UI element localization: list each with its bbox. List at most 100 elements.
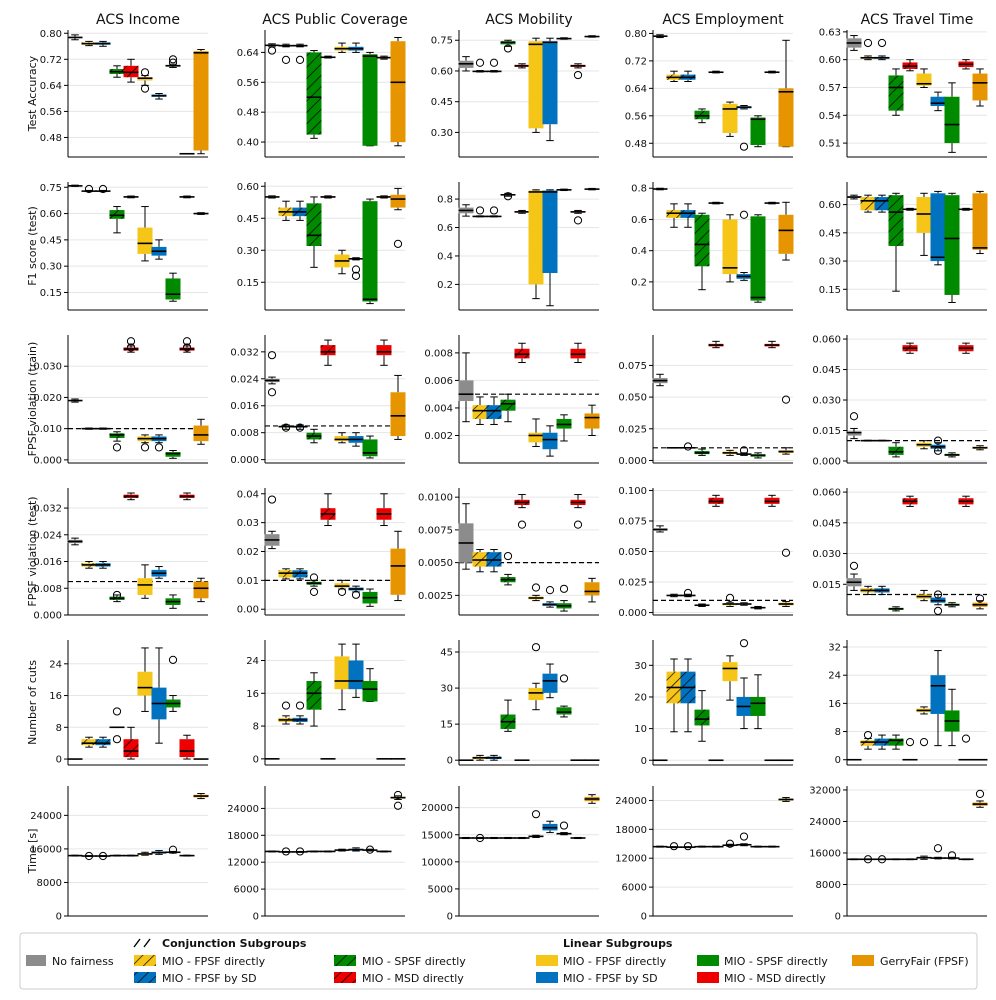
legend-label-c-msd: MIO - MSD directly xyxy=(362,972,464,985)
box-nofair xyxy=(459,837,474,838)
box-c_fpsf xyxy=(667,71,682,81)
y-tick-label: 0.000 xyxy=(33,611,62,622)
box-c_sd xyxy=(487,397,502,425)
box-body xyxy=(194,582,209,599)
box-c_msd xyxy=(709,341,724,347)
box-l_fpsf xyxy=(138,435,153,451)
box-c_spsf xyxy=(695,449,710,455)
box-l_sd xyxy=(152,435,167,451)
box-l_sd xyxy=(349,848,364,851)
box-c_fpsf xyxy=(82,428,97,429)
y-tick-label: 0.60 xyxy=(40,209,62,220)
y-tick-label: 0.025 xyxy=(618,424,647,435)
box-c_msd xyxy=(124,59,139,82)
box-hatch xyxy=(875,197,890,210)
box-l_fpsf xyxy=(917,856,932,859)
y-tick-label: 0.6 xyxy=(437,223,453,234)
y-tick-label: 20000 xyxy=(421,803,453,814)
legend-swatch-l-msd xyxy=(697,972,719,983)
box-c_fpsf xyxy=(667,594,682,596)
y-tick-label: 30 xyxy=(440,684,453,695)
box-l_fpsf xyxy=(335,644,350,710)
legend: No fairness Conjunction Subgroups MIO - … xyxy=(20,933,977,989)
box-nofair xyxy=(68,538,83,545)
box-l_fpsf xyxy=(917,193,932,255)
y-tick-label: 0.56 xyxy=(237,78,259,89)
y-tick-label: 0.01 xyxy=(237,576,259,587)
outlier-point xyxy=(532,584,539,591)
row-label: FPSF violation (train) xyxy=(26,342,39,457)
y-tick-label: 0.030 xyxy=(812,549,841,560)
box-body xyxy=(931,193,946,261)
y-tick-label: 10000 xyxy=(421,857,453,868)
box-hatch xyxy=(487,405,502,419)
row-label: FPSF violation (test) xyxy=(26,496,39,606)
legend-swatch-l-sd xyxy=(536,972,558,983)
box-l_spsf xyxy=(363,436,378,458)
box-body xyxy=(751,118,766,145)
box-body xyxy=(363,439,378,456)
box-l_msd xyxy=(180,735,195,759)
box-l_spsf xyxy=(557,585,572,611)
box-l_spsf xyxy=(751,116,766,147)
box-l_spsf xyxy=(166,846,181,853)
box-l_spsf xyxy=(945,689,960,745)
box-body xyxy=(363,201,378,301)
y-tick-label: 0.006 xyxy=(424,376,453,387)
box-l_msd xyxy=(571,210,586,224)
box-c_msd xyxy=(321,340,336,365)
y-tick-label: 0.6 xyxy=(631,215,647,226)
box-l_fpsf xyxy=(335,849,350,851)
box-nofair xyxy=(847,859,862,860)
outlier-point xyxy=(864,731,871,738)
box-c_fpsf xyxy=(279,569,294,579)
box-c_spsf xyxy=(307,429,322,442)
box-hatch xyxy=(110,210,125,219)
y-tick-label: 0.002 xyxy=(424,431,453,442)
box-l_sd xyxy=(543,821,558,832)
y-tick-label: 0.024 xyxy=(230,374,259,385)
box-body xyxy=(335,436,350,441)
outlier-point xyxy=(560,585,567,592)
box-gerry xyxy=(973,191,988,253)
box-c_spsf xyxy=(695,846,710,847)
y-tick-label: 0.015 xyxy=(812,580,841,591)
box-hatch xyxy=(695,111,710,120)
box-c_msd xyxy=(321,494,336,526)
box-gerry xyxy=(194,50,209,154)
box-c_fpsf xyxy=(279,848,294,855)
box-c_spsf xyxy=(501,40,516,52)
box-l_fpsf xyxy=(723,840,738,847)
box-hatch xyxy=(307,203,322,246)
box-c_msd xyxy=(709,71,724,73)
box-gerry xyxy=(585,795,600,804)
outlier-point xyxy=(574,217,581,224)
box-l_sd xyxy=(152,567,167,579)
box-l_sd xyxy=(349,586,364,598)
box-c_spsf xyxy=(110,432,125,451)
row-label: Test Accuracy xyxy=(26,55,39,132)
box-l_spsf xyxy=(557,38,572,39)
legend-lin-title: Linear Subgroups xyxy=(563,937,673,950)
outlier-point xyxy=(962,735,969,742)
box-hatch xyxy=(307,52,322,134)
box-c_fpsf xyxy=(279,702,294,724)
box-c_msd xyxy=(903,496,918,506)
box-l_msd xyxy=(571,837,586,838)
box-body xyxy=(931,675,946,714)
box-l_fpsf xyxy=(138,69,153,92)
box-l_fpsf xyxy=(529,190,544,299)
y-tick-label: 24000 xyxy=(227,804,259,815)
box-l_msd xyxy=(765,71,780,73)
box-c_fpsf xyxy=(861,39,876,59)
box-l_spsf xyxy=(557,189,572,190)
panel-1-3: 0.80.60.40.2 xyxy=(631,182,793,310)
box-l_msd xyxy=(765,341,780,347)
box-body xyxy=(585,582,600,595)
outlier-point xyxy=(878,39,885,46)
box-nofair xyxy=(68,399,83,402)
outlier-point xyxy=(920,739,927,746)
